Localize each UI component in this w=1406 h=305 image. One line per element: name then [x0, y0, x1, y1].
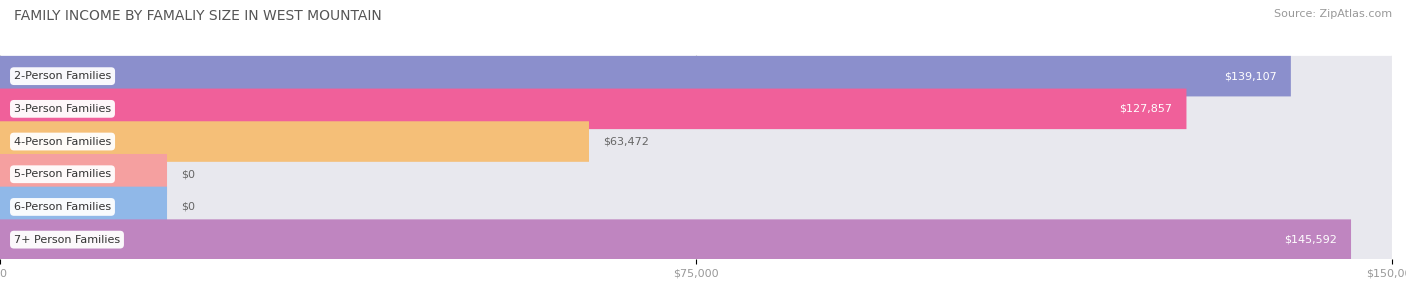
Text: $145,592: $145,592	[1284, 235, 1337, 245]
FancyBboxPatch shape	[0, 88, 1392, 129]
FancyBboxPatch shape	[0, 121, 589, 162]
FancyBboxPatch shape	[0, 121, 1392, 162]
Text: 3-Person Families: 3-Person Families	[14, 104, 111, 114]
Text: FAMILY INCOME BY FAMALIY SIZE IN WEST MOUNTAIN: FAMILY INCOME BY FAMALIY SIZE IN WEST MO…	[14, 9, 382, 23]
FancyBboxPatch shape	[0, 154, 1392, 195]
Text: $63,472: $63,472	[603, 137, 648, 146]
Text: 6-Person Families: 6-Person Families	[14, 202, 111, 212]
Text: 2-Person Families: 2-Person Families	[14, 71, 111, 81]
Text: $0: $0	[181, 169, 195, 179]
FancyBboxPatch shape	[0, 219, 1351, 260]
Text: $139,107: $139,107	[1225, 71, 1277, 81]
Text: 7+ Person Families: 7+ Person Families	[14, 235, 120, 245]
Text: Source: ZipAtlas.com: Source: ZipAtlas.com	[1274, 9, 1392, 19]
Text: 4-Person Families: 4-Person Families	[14, 137, 111, 146]
FancyBboxPatch shape	[0, 187, 167, 227]
Text: $0: $0	[181, 202, 195, 212]
FancyBboxPatch shape	[0, 154, 167, 195]
FancyBboxPatch shape	[0, 88, 1187, 129]
Text: $127,857: $127,857	[1119, 104, 1173, 114]
Text: 5-Person Families: 5-Person Families	[14, 169, 111, 179]
FancyBboxPatch shape	[0, 187, 1392, 227]
FancyBboxPatch shape	[0, 56, 1291, 96]
FancyBboxPatch shape	[0, 219, 1392, 260]
FancyBboxPatch shape	[0, 56, 1392, 96]
